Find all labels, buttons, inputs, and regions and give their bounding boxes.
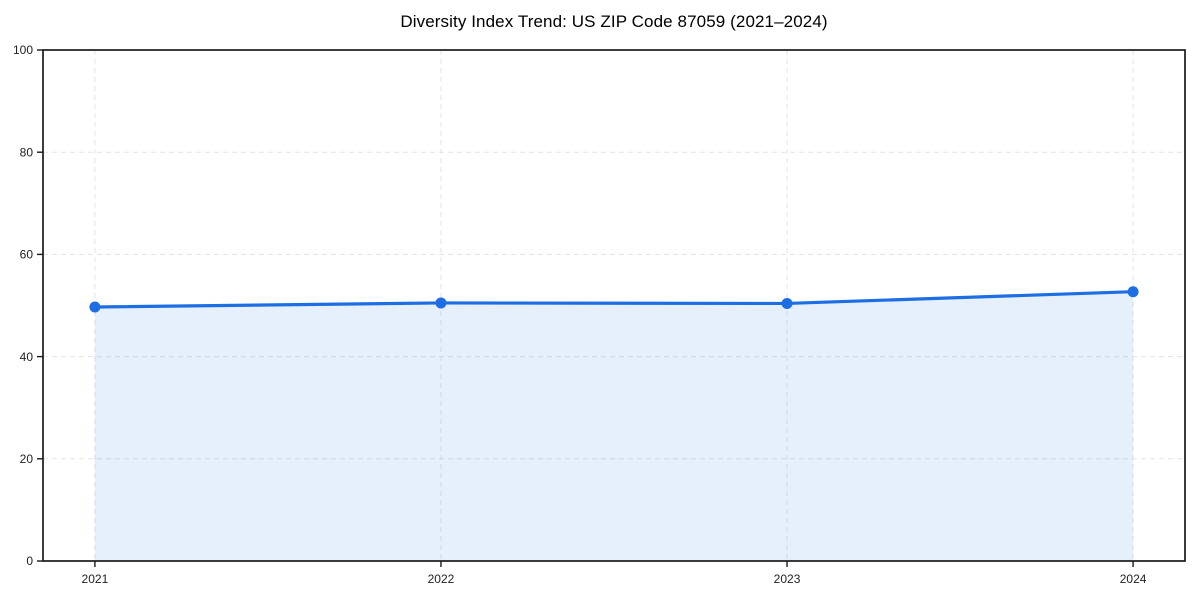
x-tick-label: 2024 (1120, 572, 1147, 586)
data-point-marker (435, 297, 447, 309)
trend-line (93, 290, 1135, 309)
data-point-marker (781, 297, 793, 309)
y-tick-label: 0 (26, 554, 33, 568)
y-tick-label: 80 (20, 145, 34, 159)
x-tick-label: 2022 (428, 572, 455, 586)
y-tick-label: 40 (20, 350, 34, 364)
chart-title: Diversity Index Trend: US ZIP Code 87059… (400, 12, 828, 31)
x-tick-label: 2023 (774, 572, 801, 586)
data-point-marker (1127, 286, 1139, 298)
x-tick-label: 2021 (82, 572, 109, 586)
y-tick-label: 60 (20, 248, 34, 262)
y-tick-label: 20 (20, 452, 34, 466)
data-point-marker (89, 301, 101, 313)
y-tick-label: 100 (13, 43, 33, 57)
plot-border (42, 49, 1186, 562)
area-fill (94, 291, 1134, 561)
